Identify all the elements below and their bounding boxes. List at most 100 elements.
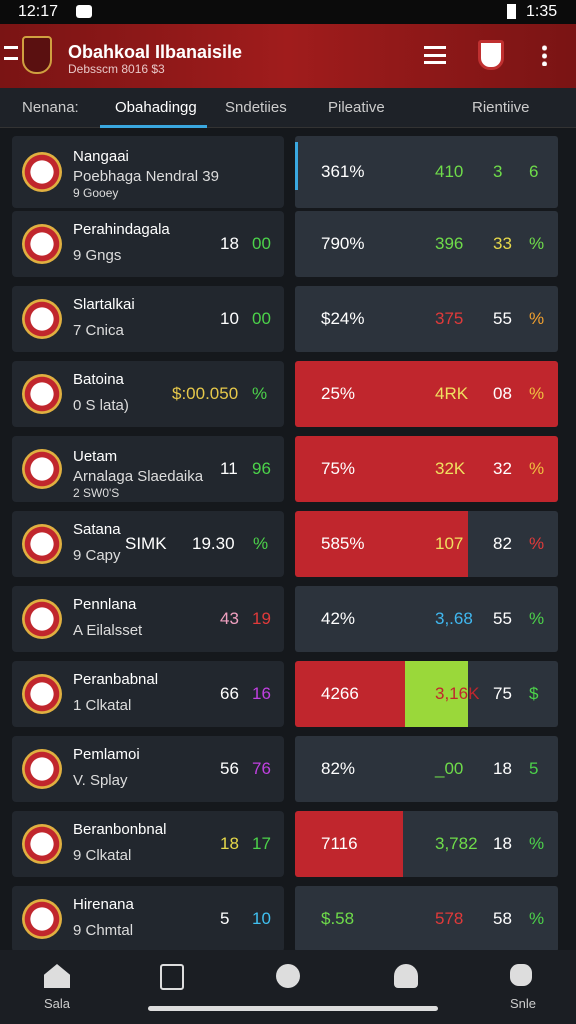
team-logo <box>22 374 62 414</box>
team-stat: 11 <box>220 459 238 478</box>
panel-value: 18 <box>493 834 512 853</box>
panel-accent <box>295 142 298 190</box>
team-stat: 19 <box>252 609 271 628</box>
panel-value: % <box>529 234 545 253</box>
stat-panel: $.58 578 58% <box>295 886 558 952</box>
team-name: Batoina <box>73 371 124 388</box>
stat-panel: 75% 32K 32% <box>295 436 558 502</box>
team-stat: 19.30 <box>192 534 235 553</box>
tab[interactable]: Nenana: <box>22 99 79 116</box>
team-name: Pemlamoi <box>73 746 140 763</box>
team-detail: 0 S lata) <box>73 397 129 414</box>
stat-panel: 25% 4RK 08% <box>295 361 558 427</box>
team-stat: 43 <box>220 609 239 628</box>
row-card[interactable]: Perahindagala 9 Gngs 18 00 <box>12 211 284 277</box>
menu-icon[interactable] <box>4 46 18 60</box>
stat-panel: 42% 3,.68 55% <box>295 586 558 652</box>
panel-value: 578 <box>435 909 464 928</box>
row-card[interactable]: Peranbabnal 1 Clkatal 66 16 <box>12 661 284 727</box>
stat-panel: 7116 3,782 18% <box>295 811 558 877</box>
panel-value: 6 <box>529 162 539 181</box>
home-icon[interactable] <box>44 964 70 988</box>
team-stat: 76 <box>252 759 271 778</box>
stat-panel: 82% _00 18 5 <box>295 736 558 802</box>
team-detail: V. Splay <box>73 772 128 789</box>
more-icon[interactable] <box>542 44 547 66</box>
panel-value: 75% <box>321 459 356 478</box>
app-bar: Obahkoal Ilbanaisile Debsscm 8016 $3 <box>0 24 576 88</box>
team-stat: SIMK <box>125 534 167 553</box>
profile-icon[interactable] <box>394 964 418 988</box>
team-stat: 00 <box>252 234 271 253</box>
stat-panel: 585% 107 82% <box>295 511 558 577</box>
row-card[interactable]: Pennlana A Eilalsset 43 19 <box>12 586 284 652</box>
club-icon[interactable] <box>478 40 504 70</box>
row-card[interactable]: Batoina 0 S lata) $:00.050% <box>12 361 284 427</box>
panel-value: 3 <box>493 162 503 181</box>
panel-value: 375 <box>435 309 464 328</box>
team-stat: 10 <box>220 309 239 328</box>
panel-value: 5 <box>529 759 539 778</box>
team-logo <box>22 824 62 864</box>
panel-value: 42% <box>321 609 356 628</box>
team-name: Pennlana <box>73 596 137 613</box>
status-time: 12:17 <box>18 3 59 20</box>
panel-value: 82% <box>321 759 356 778</box>
team-detail: 9 Chmtal <box>73 922 134 939</box>
panel-value: $.58 <box>321 909 355 928</box>
panel-value: $24% <box>321 309 365 328</box>
settings-icon[interactable] <box>510 964 532 986</box>
tab[interactable]: Rientiive <box>472 99 530 116</box>
row-card[interactable]: Hirenana 9 Chmtal 5 10 <box>12 886 284 952</box>
row-card[interactable]: Nangaai Poebhaga Nendral 39 9 Gooey <box>12 136 284 208</box>
team-logo <box>22 599 62 639</box>
stat-panel: 790% 396 33% <box>295 211 558 277</box>
stat-panel: $24% 375 55% <box>295 286 558 352</box>
team-stat: 18 <box>220 234 239 253</box>
status-bar: 12:17 1:35 <box>0 0 576 24</box>
team-logo <box>22 749 62 789</box>
team-detail: 7 Cnica <box>73 322 124 339</box>
nav-label[interactable]: Snle <box>510 996 537 1011</box>
home-indicator <box>148 1006 438 1011</box>
row-card[interactable]: Beranbonbnal 9 Clkatal 18 17 <box>12 811 284 877</box>
panel-value: 396 <box>435 234 464 253</box>
panel-value: % <box>529 609 545 628</box>
team-name: Satana <box>73 521 121 538</box>
team-logo <box>22 224 62 264</box>
row-card[interactable]: Uetam Arnalaga Slaedaika 2 SW0'S 11 96 <box>12 436 284 502</box>
panel-value: 75 <box>493 684 512 703</box>
panel-value: 32 <box>493 459 512 478</box>
calendar-icon[interactable] <box>160 964 184 990</box>
panel-value: 25% <box>321 384 356 403</box>
tab[interactable]: Obahadingg <box>115 99 197 116</box>
team-stat: 18 <box>220 834 239 853</box>
panel-value: 08 <box>493 384 512 403</box>
team-detail: 9 Clkatal <box>73 847 132 864</box>
team-stat: 16 <box>252 684 271 703</box>
team-detail: Arnalaga Slaedaika <box>73 468 204 485</box>
circle-icon[interactable] <box>276 964 300 988</box>
tab[interactable]: Pileative <box>328 99 385 116</box>
panel-value: 32K <box>435 459 466 478</box>
team-logo <box>22 299 62 339</box>
stat-panel: 361% 410 3 6 <box>295 136 558 208</box>
status-icon <box>76 5 92 18</box>
list-icon[interactable] <box>424 46 446 64</box>
team-logo <box>22 899 62 939</box>
nav-label[interactable]: Sala <box>44 996 71 1011</box>
panel-value: % <box>529 459 545 478</box>
panel-value: % <box>529 384 545 403</box>
row-card[interactable]: Pemlamoi V. Splay 56 76 <box>12 736 284 802</box>
tab[interactable]: Sndetiies <box>225 99 287 116</box>
stat-panel: 4266 3,16K 75 $ <box>295 661 558 727</box>
panel-value: 55 <box>493 609 512 628</box>
row-card[interactable]: Slartalkai 7 Cnica 10 00 <box>12 286 284 352</box>
team-name: Perahindagala <box>73 221 170 238</box>
team-stat: % <box>252 384 268 403</box>
team-logo <box>22 449 62 489</box>
panel-value: 55 <box>493 309 512 328</box>
row-card[interactable]: Satana 9 Capy SIMK 19.30% <box>12 511 284 577</box>
panel-value: 82 <box>493 534 512 553</box>
